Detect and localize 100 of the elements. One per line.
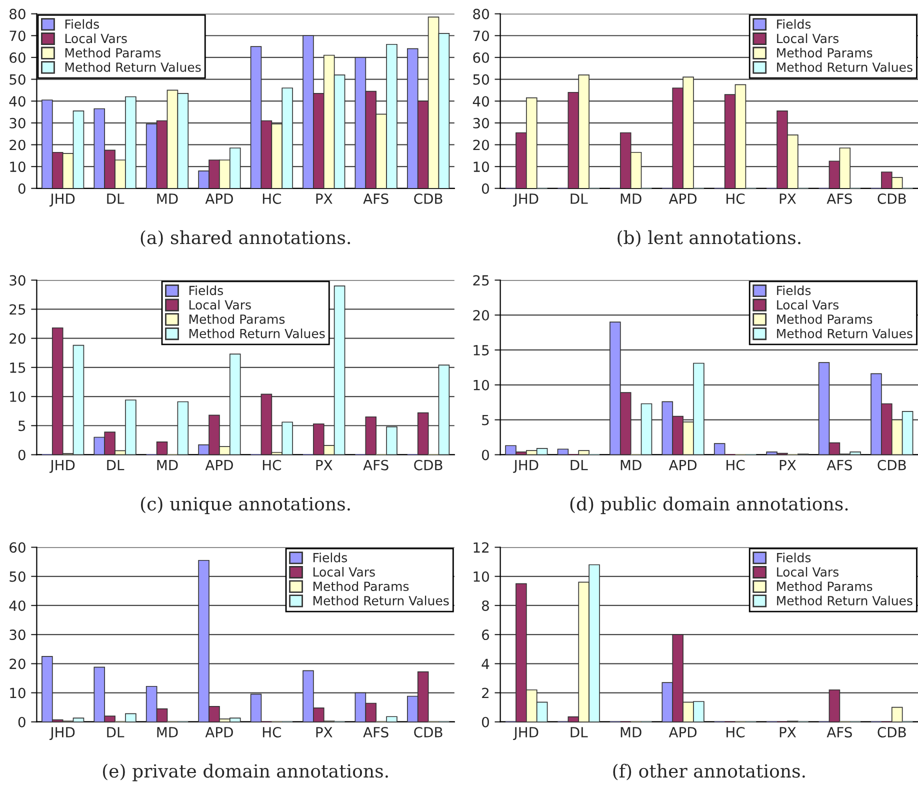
x-tick-label: AFS <box>363 726 388 738</box>
x-tick-label: PX <box>316 194 332 204</box>
x-tick-label: APD <box>668 727 697 738</box>
y-tick-label: 50 <box>473 74 489 85</box>
y-tick-label: 80 <box>473 8 489 20</box>
legend-label: Method Params <box>65 48 161 58</box>
y-tick-label: 2 <box>482 688 488 698</box>
x-tick-label: MD <box>620 727 642 738</box>
x-tick-label: HC <box>262 726 281 738</box>
x-tick-label: AFS <box>826 460 852 470</box>
x-tick-label: HC <box>726 726 745 738</box>
y-tick-label: 50 <box>10 74 26 85</box>
y-tick-label: 20 <box>10 658 26 670</box>
y-tick-label: 10 <box>474 571 489 582</box>
x-tick-label: CDB <box>878 193 906 204</box>
text: (a) shared annotations. <box>140 230 350 247</box>
y-tick-label: 25 <box>10 304 26 315</box>
y-tick-label: 4 <box>482 658 490 669</box>
y-tick-label: 30 <box>10 630 26 640</box>
legend-label: Method Return Values <box>777 596 912 606</box>
legend-label: Method Return Values <box>777 328 912 338</box>
x-tick-label: HC <box>726 193 745 204</box>
y-tick-label: 10 <box>10 391 26 402</box>
y-tick-label: 20 <box>10 140 26 150</box>
x-tick-label: HC <box>262 193 281 204</box>
y-tick-label: 40 <box>472 96 489 107</box>
y-tick-label: 0 <box>18 450 26 460</box>
legend-label: Fields <box>777 19 811 29</box>
legend-label: Method Params <box>777 314 872 324</box>
x-tick-label: MD <box>620 194 642 204</box>
x-tick-label: APD <box>205 194 233 204</box>
x-tick-label: APD <box>205 460 233 470</box>
text: (e) private domain annotations. <box>102 764 388 782</box>
legend-label: Local Vars <box>313 567 375 577</box>
y-tick-label: 60 <box>10 52 26 63</box>
x-tick-label: PX <box>780 460 796 470</box>
x-tick-label: CDB <box>414 460 442 470</box>
x-tick-label: PX <box>780 194 796 204</box>
y-tick-label: 30 <box>10 118 26 128</box>
x-tick-label: CDB <box>414 193 442 204</box>
y-tick-label: 20 <box>473 310 489 321</box>
legend-label: Local Vars <box>777 34 839 44</box>
text: (b) lent annotations. <box>618 230 800 247</box>
y-tick-label: 5 <box>482 414 489 426</box>
legend-label: Method Return Values <box>313 596 449 606</box>
x-tick-label: PX <box>780 727 796 738</box>
y-tick-label: 30 <box>473 118 489 128</box>
x-tick-label: DL <box>107 727 124 738</box>
x-tick-label: MD <box>620 460 642 470</box>
text: (d) public domain annotations. <box>570 496 848 514</box>
x-tick-label: DL <box>570 460 588 470</box>
legend-label: Local Vars <box>777 300 839 310</box>
text: (f) other annotations. <box>613 764 805 780</box>
legend-label: Fields <box>65 19 99 29</box>
x-tick-label: JHD <box>49 460 75 473</box>
x-tick-label: AFS <box>363 193 388 204</box>
legend-label: Method Params <box>777 581 872 592</box>
y-tick-label: 40 <box>9 96 26 107</box>
y-tick-label: 50 <box>10 571 26 582</box>
x-tick-label: MD <box>157 727 178 738</box>
legend-label: Fields <box>189 286 223 296</box>
legend-label: Local Vars <box>65 34 127 44</box>
x-tick-label: DL <box>107 460 124 470</box>
x-tick-label: MD <box>157 460 178 470</box>
y-tick-label: 8 <box>482 600 489 611</box>
y-tick-label: 10 <box>10 688 26 698</box>
legend-label: Method Return Values <box>189 328 325 338</box>
y-tick-label: 40 <box>9 600 26 611</box>
x-tick-label: HC <box>726 460 745 470</box>
x-tick-label: JHD <box>49 194 75 207</box>
y-tick-label: 0 <box>482 450 489 460</box>
x-tick-label: PX <box>316 727 332 738</box>
text: (c) unique annotations. <box>140 496 350 514</box>
x-tick-label: PX <box>316 460 332 470</box>
y-tick-label: 20 <box>10 333 26 344</box>
y-tick-label: 12 <box>474 542 488 553</box>
x-tick-label: APD <box>668 194 697 204</box>
legend-label: Local Vars <box>189 300 251 310</box>
x-tick-label: APD <box>205 727 233 738</box>
y-tick-label: 20 <box>473 140 489 150</box>
x-tick-label: CDB <box>878 460 906 470</box>
x-tick-label: AFS <box>826 726 852 738</box>
x-tick-label: APD <box>668 460 697 470</box>
y-tick-label: 30 <box>10 275 26 286</box>
y-tick-label: 5 <box>18 420 26 432</box>
x-tick-label: JHD <box>513 727 538 740</box>
y-tick-label: 70 <box>473 30 489 42</box>
y-tick-label: 10 <box>10 162 26 172</box>
x-tick-label: DL <box>107 194 124 204</box>
legend-label: Method Params <box>777 48 872 58</box>
y-tick-label: 80 <box>10 8 26 20</box>
legend-label: Method Return Values <box>777 62 912 72</box>
legend-label: Method Params <box>189 314 285 324</box>
x-tick-label: JHD <box>49 727 75 740</box>
x-tick-label: AFS <box>826 193 852 204</box>
legend-label: Fields <box>313 552 348 562</box>
legend-label: Fields <box>777 286 811 296</box>
x-tick-label: MD <box>157 194 178 204</box>
y-tick-label: 0 <box>482 716 489 728</box>
y-tick-label: 25 <box>473 275 489 286</box>
